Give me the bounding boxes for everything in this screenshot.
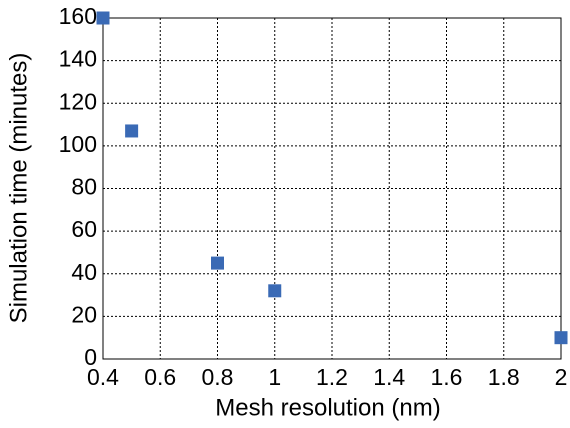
y-tick-label: 160 bbox=[59, 3, 97, 29]
y-tick-label: 140 bbox=[59, 46, 97, 72]
point bbox=[125, 124, 139, 138]
y-tick-label: 120 bbox=[59, 88, 97, 114]
x-tick-label: 1.6 bbox=[431, 364, 463, 390]
x-tick-label: 0.6 bbox=[144, 364, 176, 390]
point bbox=[211, 256, 224, 270]
x-axis-label: Mesh resolution (nm) bbox=[215, 394, 440, 421]
y-tick-label: 0 bbox=[84, 344, 97, 370]
y-tick-label: 80 bbox=[71, 174, 97, 200]
y-tick-label: 40 bbox=[71, 259, 97, 285]
y-tick-label: 60 bbox=[71, 216, 97, 242]
point bbox=[268, 284, 282, 298]
x-tick-label: 1.2 bbox=[316, 364, 348, 390]
x-tick-label: 1 bbox=[268, 364, 281, 390]
y-tick-label: 20 bbox=[71, 301, 97, 327]
x-tick-label: 1.4 bbox=[373, 364, 405, 390]
x-tick-label: 2 bbox=[555, 364, 568, 390]
y-tick-label: 100 bbox=[59, 131, 97, 157]
x-tick-label: 1.8 bbox=[488, 364, 520, 390]
x-tick-label: 0.8 bbox=[202, 364, 234, 390]
point bbox=[554, 331, 568, 345]
x-tick-label: 0.4 bbox=[87, 364, 119, 390]
y-axis-label: Simulation time (minutes) bbox=[5, 53, 32, 324]
point bbox=[96, 11, 110, 25]
plot-frame bbox=[102, 17, 562, 360]
